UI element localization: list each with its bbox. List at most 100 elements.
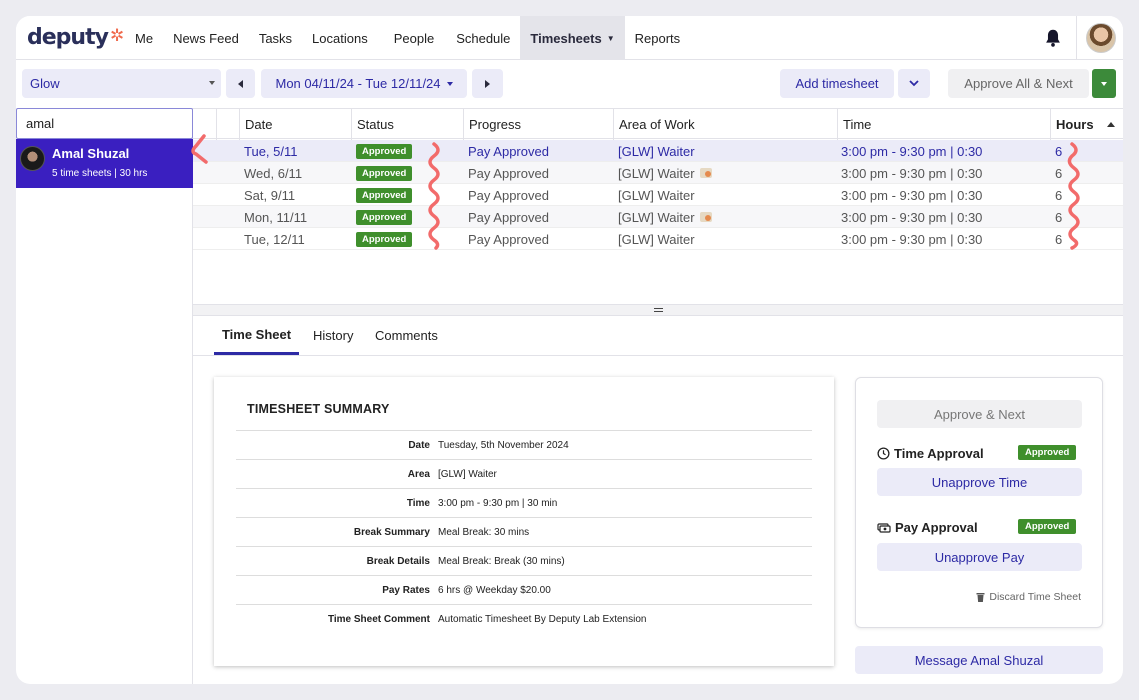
td-date-text: Sat, 9/11 (244, 187, 296, 203)
column-header-date[interactable]: Date (239, 109, 351, 140)
sort-ascending-icon (1107, 122, 1115, 127)
deputy-logo[interactable]: deputy ✲ (27, 25, 124, 50)
employee-name: Amal Shuzal (52, 146, 130, 161)
logo-text: deputy (27, 25, 109, 50)
trash-icon (976, 593, 985, 602)
td-progress-text: Pay Approved (468, 187, 549, 203)
td-time: 3:00 pm - 9:30 pm | 0:30 (841, 206, 982, 228)
bell-icon[interactable] (1042, 27, 1064, 49)
tab-time-sheet[interactable]: Time Sheet (214, 316, 299, 355)
td-progress-text: Pay Approved (468, 209, 549, 225)
nav-item-people[interactable]: People (393, 30, 435, 46)
chevron-down-icon (909, 80, 919, 87)
td-area-text: [GLW] Waiter (618, 165, 695, 181)
status-badge: Approved (356, 165, 413, 181)
summary-label: Time (406, 498, 430, 509)
td-area: [GLW] Waiter (618, 140, 695, 162)
table-row[interactable]: Tue, 5/11 Approved Pay Approved [GLW] Waite… (193, 140, 1123, 162)
prev-period-button[interactable] (226, 69, 255, 98)
table-row[interactable]: Wed, 6/11 Approved Pay Approved [GLW] Waite… (193, 162, 1123, 184)
approve-next-button[interactable]: Approve & Next (877, 400, 1082, 428)
summary-row: Time 3:00 pm - 9:30 pm | 30 min (236, 488, 812, 517)
approve-all-options-button[interactable] (1092, 69, 1116, 98)
column-header-hours-label: Hours (1056, 117, 1094, 132)
td-date: Mon, 11/11 (244, 206, 307, 228)
table-row[interactable]: Tue, 12/11 Approved Pay Approved [GLW] Wait… (193, 228, 1123, 250)
td-hours-text: 6 (1055, 209, 1063, 225)
approval-card: Approve & Next Time Approval Approved Un… (855, 377, 1103, 628)
td-status: Approved (356, 228, 413, 250)
column-header-area[interactable]: Area of Work (613, 109, 837, 140)
td-time-text: 3:00 pm - 9:30 pm | 0:30 (841, 209, 983, 225)
nav-item-locations[interactable]: Locations (312, 30, 368, 46)
column-header-hours[interactable]: Hours (1050, 109, 1123, 140)
approve-all-next-button[interactable]: Approve All & Next (948, 69, 1089, 98)
td-hours: 6 (1055, 206, 1062, 228)
td-progress: Pay Approved (468, 162, 549, 184)
td-area-text: [GLW] Waiter (618, 209, 695, 225)
nav-item-timesheets[interactable]: Timesheets ▼ (520, 16, 625, 60)
date-range-button[interactable]: Mon 04/11/24 - Tue 12/11/24 (261, 69, 467, 98)
discard-label: Discard Time Sheet (989, 591, 1081, 603)
location-select[interactable]: Glow (22, 69, 221, 98)
status-badge: Approved (356, 187, 413, 203)
chevron-right-icon (485, 79, 490, 88)
summary-value: [GLW] Waiter (438, 469, 497, 480)
td-time: 3:00 pm - 9:30 pm | 0:30 (841, 162, 982, 184)
time-approval-text: Time Approval (894, 446, 984, 461)
td-hours: 6 (1055, 162, 1062, 184)
employee-search-input[interactable]: amal (16, 108, 193, 139)
status-badge: Approved (356, 143, 413, 159)
column-header-progress[interactable]: Progress (463, 109, 613, 140)
table-row[interactable]: Mon, 11/11 Approved Pay Approved [GLW] Wait… (193, 206, 1123, 228)
add-timesheet-options-button[interactable] (898, 69, 930, 98)
cash-icon (877, 522, 891, 533)
unapprove-time-button[interactable]: Unapprove Time (877, 468, 1082, 496)
td-status: Approved (356, 140, 413, 162)
pay-approval-badge: Approved (1018, 519, 1077, 534)
panel-splitter[interactable] (193, 304, 1123, 316)
unapprove-pay-button[interactable]: Unapprove Pay (877, 543, 1082, 571)
summary-value: 3:00 pm - 9:30 pm | 30 min (438, 498, 558, 509)
tab-comments[interactable]: Comments (375, 328, 438, 343)
tab-history[interactable]: History (313, 328, 354, 343)
nav-item-schedule[interactable]: Schedule (456, 30, 511, 46)
nav-item-timesheets-label: Timesheets (530, 30, 602, 46)
summary-label: Area (407, 469, 430, 480)
chevron-down-icon (1101, 81, 1107, 86)
nav-item-me[interactable]: Me (135, 30, 154, 46)
td-progress: Pay Approved (468, 140, 549, 162)
add-timesheet-button[interactable]: Add timesheet (780, 69, 894, 98)
td-progress-text: Pay Approved (468, 165, 549, 181)
td-date-text: Tue, 5/11 (244, 143, 298, 159)
nav-item-news-feed[interactable]: News Feed (173, 30, 239, 46)
summary-row: Area [GLW] Waiter (236, 459, 812, 488)
nav-item-reports[interactable]: Reports (634, 30, 681, 46)
message-employee-button[interactable]: Message Amal Shuzal (855, 646, 1103, 674)
summary-label: Break Details (366, 556, 430, 567)
summary-label: Date (408, 440, 430, 451)
td-area: [GLW] Waiter (618, 184, 695, 206)
td-progress: Pay Approved (468, 206, 549, 228)
status-badge: Approved (356, 209, 413, 225)
chevron-down-icon (446, 81, 453, 86)
td-progress-text: Pay Approved (468, 231, 549, 247)
detail-tabs: Time Sheet History Comments (193, 316, 1123, 356)
table-row[interactable]: Sat, 9/11 Approved Pay Approved [GLW] Waite… (193, 184, 1123, 206)
column-header-status[interactable]: Status (351, 109, 463, 140)
user-avatar[interactable] (1086, 23, 1116, 53)
discard-timesheet-button[interactable]: Discard Time Sheet (976, 591, 1081, 603)
employee-panel: amal Amal Shuzal 5 time sheets | 30 hrs (16, 108, 193, 684)
td-status: Approved (356, 206, 413, 228)
employee-list-item[interactable]: Amal Shuzal 5 time sheets | 30 hrs (16, 139, 193, 188)
td-time-text: 3:00 pm - 9:30 pm | 0:30 (841, 187, 983, 203)
nav-item-tasks[interactable]: Tasks (258, 30, 293, 46)
clock-icon (877, 447, 890, 460)
summary-value: Tuesday, 5th November 2024 (438, 440, 569, 451)
summary-row: Break Summary Meal Break: 30 mins (236, 517, 812, 546)
next-period-button[interactable] (472, 69, 503, 98)
summary-row: Break Details Meal Break: Break (30 mins) (236, 546, 812, 575)
summary-row: Pay Rates 6 hrs @ Weekday $20.00 (236, 575, 812, 604)
location-select-value: Glow (30, 76, 60, 91)
column-header-time[interactable]: Time (837, 109, 1050, 140)
